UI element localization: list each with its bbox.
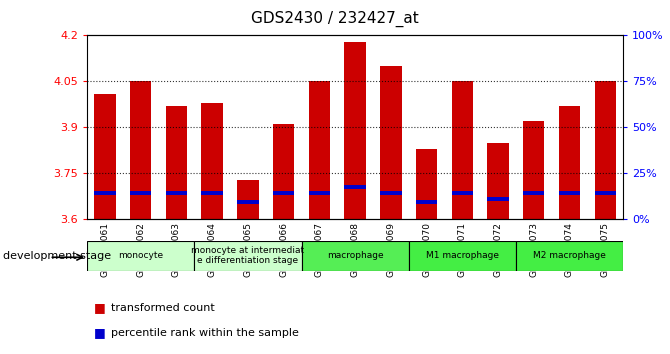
Bar bbox=[594, 81, 616, 219]
Bar bbox=[380, 66, 401, 219]
Bar bbox=[523, 191, 545, 195]
Text: M2 macrophage: M2 macrophage bbox=[533, 251, 606, 260]
FancyBboxPatch shape bbox=[409, 241, 516, 271]
Bar bbox=[559, 106, 580, 219]
Bar bbox=[559, 191, 580, 195]
Bar bbox=[416, 149, 438, 219]
Bar bbox=[452, 81, 473, 219]
Bar bbox=[130, 81, 151, 219]
Text: percentile rank within the sample: percentile rank within the sample bbox=[111, 328, 298, 338]
Bar bbox=[130, 191, 151, 195]
Bar bbox=[380, 191, 401, 195]
Bar bbox=[237, 200, 259, 204]
Bar bbox=[344, 185, 366, 189]
Bar bbox=[165, 106, 187, 219]
Bar bbox=[523, 121, 545, 219]
Text: ■: ■ bbox=[94, 326, 106, 339]
Text: development stage: development stage bbox=[3, 251, 111, 261]
Text: macrophage: macrophage bbox=[327, 251, 383, 260]
Bar bbox=[416, 200, 438, 204]
Bar bbox=[309, 191, 330, 195]
Bar bbox=[237, 179, 259, 219]
Text: transformed count: transformed count bbox=[111, 303, 214, 313]
Bar bbox=[202, 103, 223, 219]
Bar bbox=[452, 191, 473, 195]
Bar bbox=[165, 191, 187, 195]
Bar bbox=[594, 191, 616, 195]
Bar bbox=[94, 94, 116, 219]
Bar bbox=[487, 143, 509, 219]
Bar bbox=[273, 124, 294, 219]
Text: ■: ■ bbox=[94, 302, 106, 314]
Bar bbox=[344, 41, 366, 219]
FancyBboxPatch shape bbox=[194, 241, 302, 271]
Bar bbox=[309, 81, 330, 219]
Text: monocyte at intermediat
e differentiation stage: monocyte at intermediat e differentiatio… bbox=[192, 246, 304, 266]
FancyBboxPatch shape bbox=[516, 241, 623, 271]
Bar bbox=[273, 191, 294, 195]
Text: monocyte: monocyte bbox=[118, 251, 163, 260]
Bar bbox=[94, 191, 116, 195]
Text: M1 macrophage: M1 macrophage bbox=[426, 251, 498, 260]
FancyBboxPatch shape bbox=[302, 241, 409, 271]
FancyBboxPatch shape bbox=[87, 241, 194, 271]
Bar bbox=[487, 197, 509, 201]
Text: GDS2430 / 232427_at: GDS2430 / 232427_at bbox=[251, 11, 419, 27]
Bar bbox=[202, 191, 223, 195]
